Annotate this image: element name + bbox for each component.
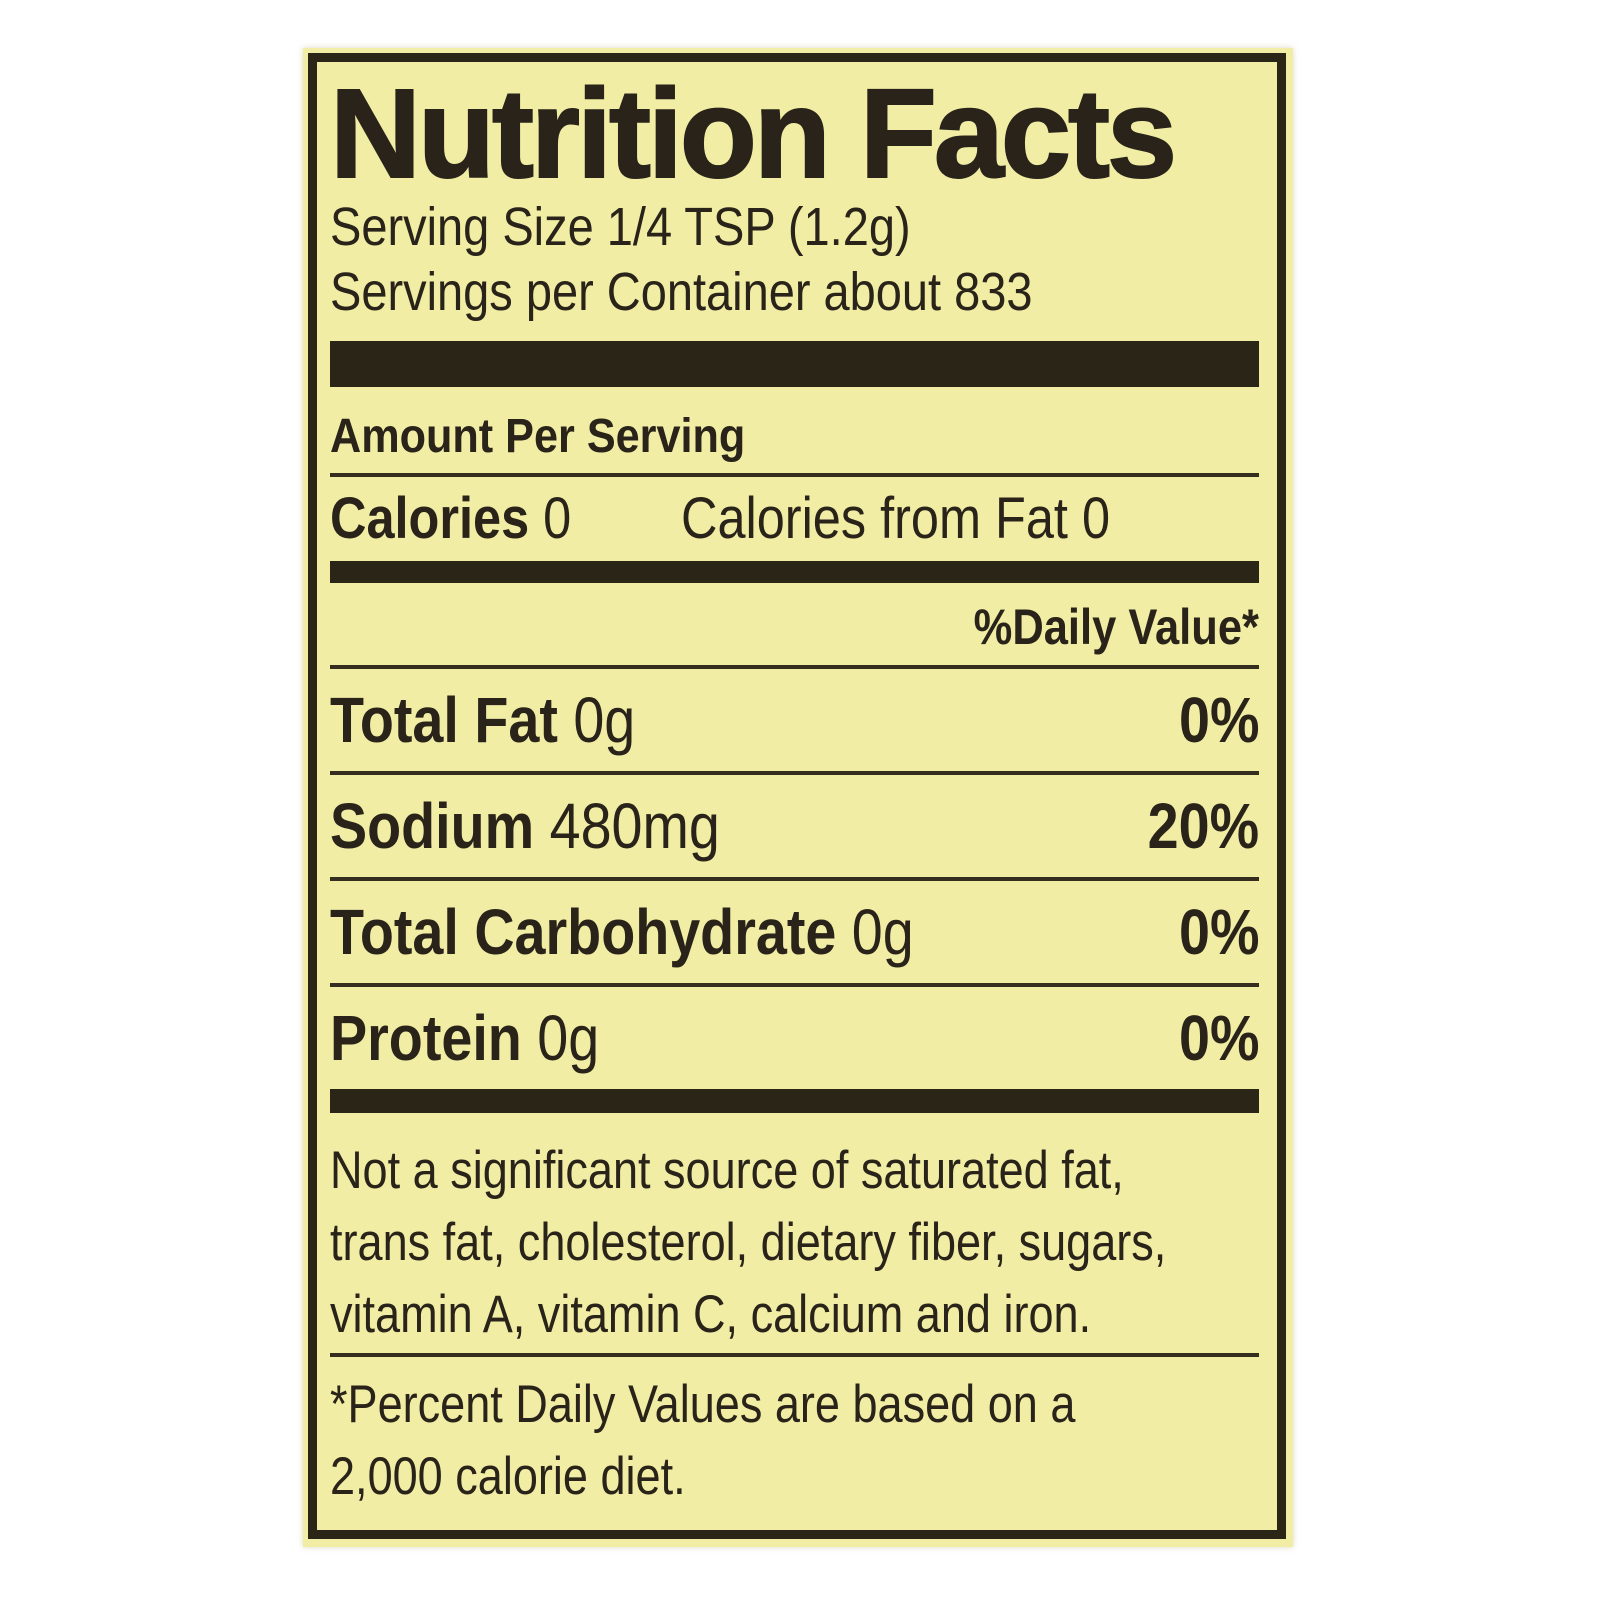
rule-above-footnote	[330, 1353, 1259, 1358]
thick-divider-top	[330, 341, 1259, 388]
nutrient-name: Total Carbohydrate	[330, 896, 837, 969]
medium-divider-above-note	[330, 1089, 1259, 1114]
serving-size-line: Serving Size 1/4 TSP (1.2g)	[330, 195, 1259, 260]
calories-label: Calories	[330, 486, 530, 552]
nutrient-amount: 0g	[851, 896, 914, 969]
note-line-text: trans fat, cholesterol, dietary fiber, s…	[330, 1213, 1167, 1273]
nutrient-name: Sodium	[330, 790, 535, 863]
nutrient-daily-value: 20%	[1147, 790, 1259, 863]
nutrition-facts-title: Nutrition Facts	[329, 63, 1178, 204]
rule-below-amount-per-serving	[330, 473, 1259, 478]
note-line: trans fat, cholesterol, dietary fiber, s…	[330, 1207, 1259, 1279]
note-line-text: Not a significant source of saturated fa…	[330, 1141, 1124, 1201]
rule-between-rows	[330, 983, 1259, 988]
nutrient-row-total-fat: Total Fat 0g 0%	[330, 669, 1259, 771]
footnote-line-text: 2,000 calorie diet.	[330, 1447, 686, 1507]
percent-daily-value-footnote: *Percent Daily Values are based on a 2,0…	[330, 1369, 1259, 1513]
nutrient-row-total-carbohydrate: Total Carbohydrate 0g 0%	[330, 881, 1259, 983]
servings-per-container-line: Servings per Container about 833	[330, 260, 1259, 325]
footnote-line: *Percent Daily Values are based on a	[330, 1369, 1259, 1441]
nutrient-row-protein: Protein 0g 0%	[330, 987, 1259, 1089]
nutrient-name: Total Fat	[330, 684, 558, 757]
nutrient-name: Protein	[330, 1002, 522, 1075]
calories-row: Calories 0 Calories from Fat 0	[330, 483, 1259, 555]
calories-from-fat-value: 0	[1082, 486, 1111, 552]
calories-from-fat-group: Calories from Fat 0	[681, 483, 1110, 555]
servings-per-container-text: Servings per Container about 833	[330, 262, 1033, 323]
amount-per-serving-text: Amount Per Serving	[330, 410, 746, 464]
calories-left-group: Calories 0	[330, 483, 571, 555]
nutrient-row-sodium: Sodium 480mg 20%	[330, 775, 1259, 877]
rule-between-rows	[330, 771, 1259, 776]
nutrient-name-amount: Total Fat 0g	[330, 688, 635, 752]
label-content: Nutrition Facts Serving Size 1/4 TSP (1.…	[329, 63, 1259, 1513]
calories-value: 0	[543, 486, 572, 552]
rule-below-daily-value-header	[330, 665, 1259, 670]
nutrient-daily-value: 0%	[1178, 896, 1259, 969]
serving-size-text: Serving Size 1/4 TSP (1.2g)	[330, 197, 911, 258]
rule-between-rows	[330, 877, 1259, 882]
daily-value-header-row: %Daily Value*	[330, 597, 1259, 657]
nutrient-name-amount: Sodium 480mg	[330, 794, 720, 858]
footnote-line: 2,000 calorie diet.	[330, 1441, 1259, 1513]
note-line-text: vitamin A, vitamin C, calcium and iron.	[330, 1285, 1092, 1345]
nutrient-name-amount: Protein 0g	[330, 1006, 599, 1070]
amount-per-serving-heading: Amount Per Serving	[330, 413, 1259, 461]
daily-value-header-text: %Daily Value*	[973, 599, 1259, 656]
not-significant-note: Not a significant source of saturated fa…	[330, 1135, 1259, 1351]
medium-divider-below-calories	[330, 561, 1259, 584]
nutrient-daily-value: 0%	[1178, 1002, 1259, 1075]
nutrient-amount: 480mg	[549, 790, 720, 863]
nutrient-daily-value: 0%	[1178, 684, 1259, 757]
nutrient-name-amount: Total Carbohydrate 0g	[330, 900, 914, 964]
calories-from-fat-label: Calories from Fat	[681, 486, 1069, 552]
nutrient-amount: 0g	[537, 1002, 600, 1075]
nutrition-facts-label: Nutrition Facts Serving Size 1/4 TSP (1.…	[303, 48, 1293, 1547]
nutrient-amount: 0g	[573, 684, 636, 757]
note-line: vitamin A, vitamin C, calcium and iron.	[330, 1279, 1259, 1351]
note-line: Not a significant source of saturated fa…	[330, 1135, 1259, 1207]
footnote-line-text: *Percent Daily Values are based on a	[330, 1375, 1076, 1435]
